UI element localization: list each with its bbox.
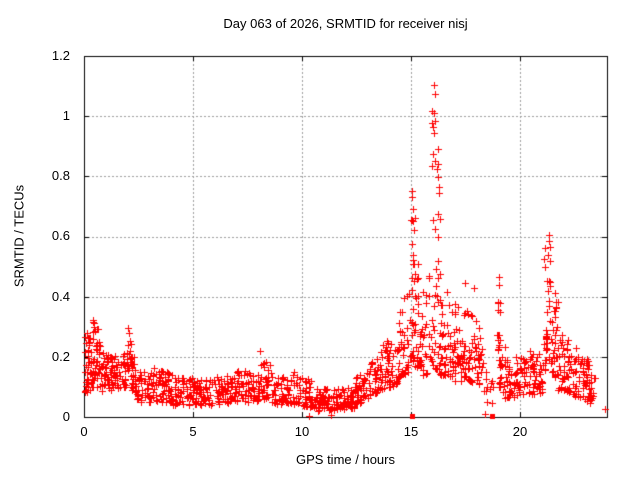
x-tick-label: 15 (403, 424, 419, 439)
y-tick-label: 0.8 (51, 168, 70, 183)
y-tick-label: 1.2 (51, 48, 70, 63)
chart-title: Day 063 of 2026, SRMTID for receiver nis… (223, 16, 468, 31)
y-tick-label: 0 (62, 409, 70, 424)
y-tick-label: 0.2 (51, 349, 70, 364)
x-tick-label: 0 (80, 424, 88, 439)
x-tick-label: 10 (294, 424, 310, 439)
x-tick-label: 20 (512, 424, 528, 439)
x-tick-label: 5 (189, 424, 197, 439)
y-tick-label: 0.4 (51, 289, 70, 304)
y-tick-label: 1 (62, 108, 70, 123)
y-tick-label: 0.6 (51, 228, 70, 243)
x-axis-title: GPS time / hours (296, 452, 395, 467)
